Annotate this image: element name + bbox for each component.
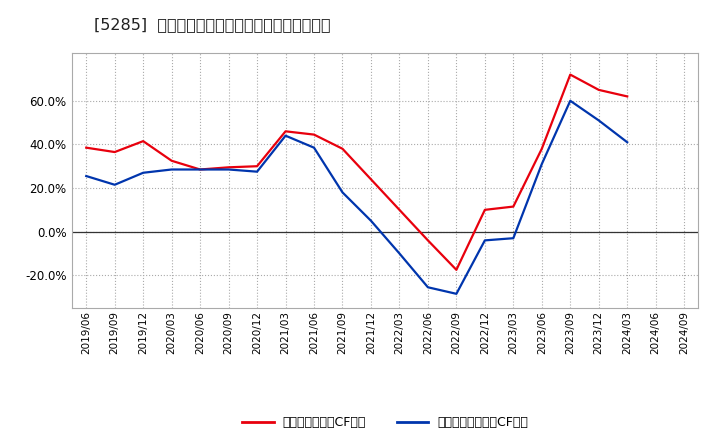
Legend: 有利子負債営業CF比率, 有利子負債フリーCF比率: 有利子負債営業CF比率, 有利子負債フリーCF比率 (238, 411, 533, 434)
Text: [5285]  有利子負債キャッシュフロー比率の推移: [5285] 有利子負債キャッシュフロー比率の推移 (94, 18, 330, 33)
